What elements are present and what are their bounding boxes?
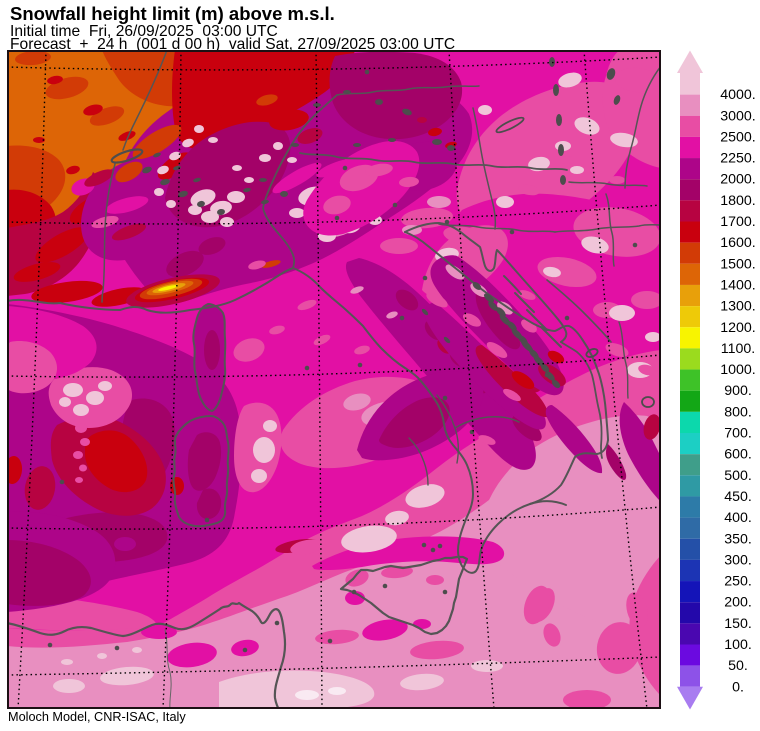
svg-text:4000.: 4000.: [720, 87, 756, 103]
svg-text:2500.: 2500.: [720, 129, 756, 145]
svg-text:150.: 150.: [724, 616, 752, 632]
svg-text:1000.: 1000.: [720, 362, 756, 378]
svg-text:1200.: 1200.: [720, 320, 756, 336]
svg-text:1400.: 1400.: [720, 277, 756, 293]
svg-text:300.: 300.: [724, 552, 752, 568]
svg-text:400.: 400.: [724, 510, 752, 526]
svg-text:500.: 500.: [724, 468, 752, 484]
svg-text:100.: 100.: [724, 637, 752, 653]
svg-text:3000.: 3000.: [720, 108, 756, 124]
svg-text:1700.: 1700.: [720, 214, 756, 230]
svg-text:50.: 50.: [728, 658, 748, 674]
svg-text:2000.: 2000.: [720, 172, 756, 188]
svg-text:450.: 450.: [724, 489, 752, 505]
svg-text:250.: 250.: [724, 574, 752, 590]
svg-text:350.: 350.: [724, 531, 752, 547]
svg-text:600.: 600.: [724, 447, 752, 463]
svg-text:1500.: 1500.: [720, 256, 756, 272]
svg-text:900.: 900.: [724, 383, 752, 399]
svg-text:1800.: 1800.: [720, 193, 756, 209]
svg-text:200.: 200.: [724, 595, 752, 611]
svg-text:1300.: 1300.: [720, 299, 756, 315]
svg-text:1100.: 1100.: [721, 341, 755, 357]
svg-text:800.: 800.: [724, 404, 752, 420]
svg-text:2250.: 2250.: [720, 151, 756, 167]
svg-text:0.: 0.: [732, 679, 744, 695]
svg-text:1600.: 1600.: [720, 235, 756, 251]
svg-text:700.: 700.: [724, 426, 752, 442]
